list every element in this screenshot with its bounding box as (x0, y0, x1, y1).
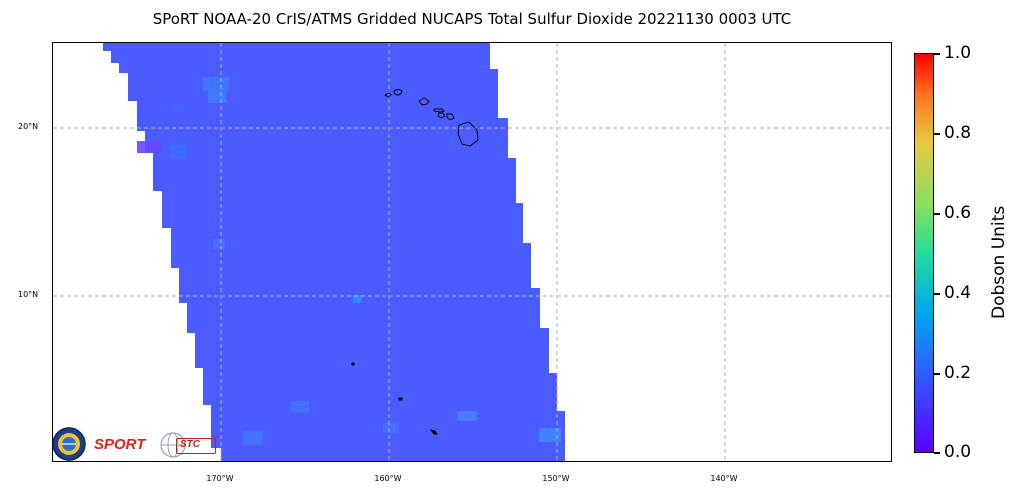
colorbar-label-0-2: 0.2 (944, 363, 972, 383)
lon-label-160w: 160°W (374, 474, 402, 483)
nasa-seal-icon (52, 427, 86, 461)
graticule (53, 43, 891, 461)
colorbar-label-1-0: 1.0 (944, 43, 972, 63)
stc-logo-box (176, 438, 216, 454)
stc-logo-text: STC (180, 439, 200, 450)
map-panel[interactable] (52, 42, 892, 462)
globe-icon (160, 432, 186, 458)
colorbar-label-0-8: 0.8 (944, 123, 972, 143)
logo-strip: SPORT STC (52, 427, 227, 462)
lat-label-10n: 10°N (18, 290, 39, 299)
lon-label-170w: 170°W (206, 474, 234, 483)
colorbar-tick (934, 53, 940, 55)
colorbar-tick (934, 373, 940, 375)
colorbar-label-0-4: 0.4 (944, 283, 972, 303)
lon-label-140w: 140°W (710, 474, 738, 483)
colorbar-label-0-6: 0.6 (944, 203, 972, 223)
swath-pixel-variations (137, 77, 561, 445)
colorbar-tick (934, 452, 940, 454)
lon-label-150w: 150°W (542, 474, 570, 483)
colorbar-label-0-0: 0.0 (944, 442, 972, 462)
sulfur-dioxide-swath (103, 43, 565, 461)
map-title: SPoRT NOAA-20 CrIS/ATMS Gridded NUCAPS T… (152, 10, 792, 28)
map-canvas (53, 43, 891, 461)
colorbar-tick (934, 133, 940, 135)
colorbar-title: Dobson Units (989, 205, 1009, 319)
lat-label-20n: 20°N (18, 122, 39, 131)
colorbar (914, 53, 934, 453)
colorbar-tick (934, 293, 940, 295)
hawaiian-islands-coastline (351, 89, 479, 435)
sport-logo-text: SPORT (94, 436, 146, 453)
colorbar-tick (934, 213, 940, 215)
